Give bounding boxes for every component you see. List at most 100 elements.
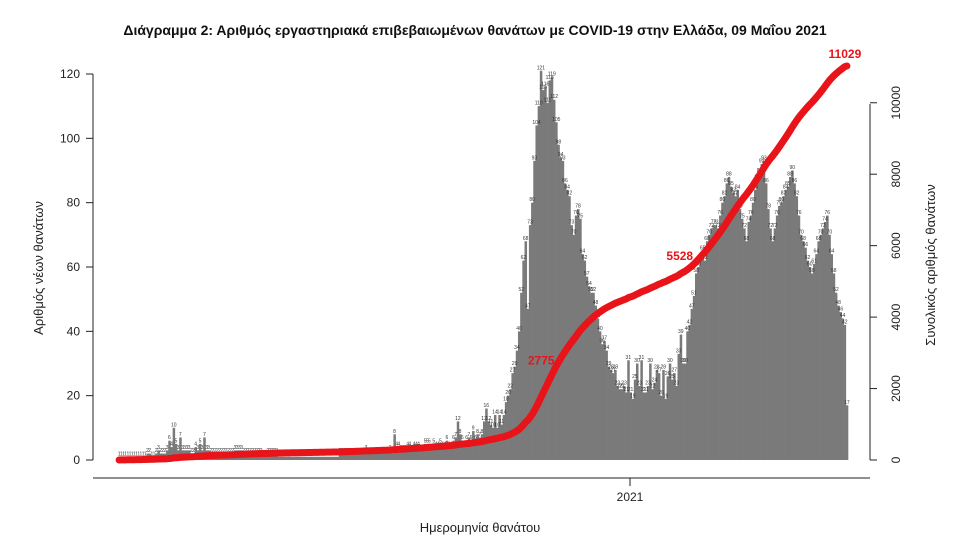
bar [572,234,576,460]
bar [716,228,720,460]
bar-value-label: 1 [131,451,134,457]
bar [614,369,617,460]
bar-value-label: 10 [494,422,500,428]
bar-value-label: 74 [822,216,828,222]
y2-axis-ticks: 0 2000 4000 6000 8000 10000 [870,86,903,463]
bar-value-label: 73 [711,220,717,226]
y2-axis-label: Συνολικός αριθμός θανάτων [923,184,938,345]
bar [786,186,790,460]
bar-value-label: 119 [548,72,556,78]
cumulative-value-label: 5528 [666,249,693,263]
bar [450,447,453,460]
bar [557,144,560,460]
bar-value-label: 23 [645,381,651,387]
bar [646,386,650,460]
bar [375,453,379,460]
bar [496,427,499,460]
bar [550,77,554,460]
bar [297,456,300,460]
bar-value-label: 8 [393,429,396,435]
bar [625,392,628,460]
bar [157,450,160,460]
bar [738,209,742,460]
bar-value-label: 64 [829,249,835,255]
bar-value-label: 73 [569,220,575,226]
bar [799,234,803,460]
bar [743,228,746,460]
bar-value-label: 5 [175,438,178,444]
bar [314,456,318,460]
bar-value-label: 72 [768,223,774,229]
bar-value-label: 76 [573,210,579,216]
bar-value-label: 2 [190,448,193,454]
bar-value-label: 78 [575,204,581,210]
bar [734,196,737,461]
bar [780,202,783,461]
bar-value-label: 6 [474,435,477,441]
bar [620,389,624,460]
bar-value-label: 34 [604,345,610,351]
bar-value-label: 80 [750,197,756,203]
bar-value-label: 28 [661,364,667,370]
bar [369,453,372,460]
bar-value-label: 30 [667,358,673,364]
bar [456,421,460,460]
bar-value-label: 12 [455,416,461,422]
bar-value-label: 1 [135,451,138,457]
bar [417,447,420,460]
bar [535,125,538,460]
bar-value-label: 68 [770,236,776,242]
bar [782,196,785,461]
bar [316,456,320,460]
bar [485,408,488,460]
bar-value-label: 3 [207,445,210,451]
bar [469,440,473,460]
bar [666,376,670,460]
bar [404,450,407,460]
bar-value-label: 86 [792,178,798,184]
bar-value-label: 66 [803,242,809,248]
bar [520,292,523,460]
bar-value-label: 23 [615,381,621,387]
bar [542,90,545,460]
bar-value-label: 78 [765,204,771,210]
bar-value-label: 2 [214,448,217,454]
bar [347,453,350,460]
bar [618,389,622,460]
bar-value-label: 1 [126,451,129,457]
bar [760,164,764,460]
bar-value-label: 82 [733,191,739,197]
bar-value-label: 73 [527,220,533,226]
bar [788,176,792,460]
bar-value-label: 84 [783,184,789,190]
bar [515,350,519,460]
bar [397,447,401,460]
bar-value-label: 2 [192,448,195,454]
cumulative-line-group [115,62,851,464]
bar [793,183,796,460]
bar [509,389,512,460]
bar-value-label: 14 [497,409,503,415]
bar-value-label: 72 [772,223,778,229]
bar-value-label: 5 [426,438,429,444]
bar-value-label: 85 [785,181,791,187]
bar-value-label: 62 [702,255,708,261]
bar-value-label: 58 [831,268,837,274]
bar [528,225,532,460]
bar [478,437,482,460]
x-tick-label: 2021 [617,490,644,504]
bar-value-label: 68 [800,236,806,242]
bar [330,456,333,460]
bar-value-label: 4 [415,442,418,448]
bar [305,456,309,460]
bar [402,450,405,460]
bar [839,312,842,460]
bar [688,324,691,460]
bar [170,447,173,460]
bar-value-label: 23 [621,381,627,387]
bar [373,453,377,460]
bar [168,440,171,460]
bar [467,437,471,460]
bar-value-label: 14 [492,409,498,415]
bar-value-label: 1 [140,451,143,457]
